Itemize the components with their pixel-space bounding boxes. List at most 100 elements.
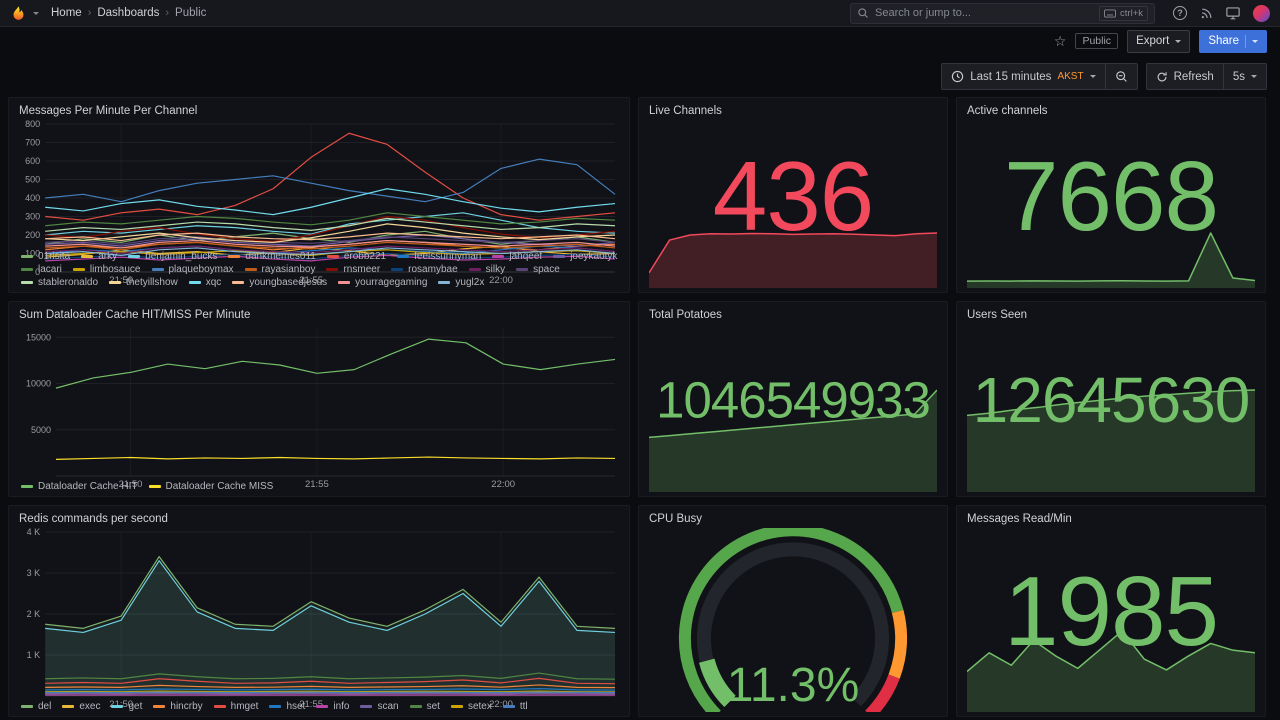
legend-swatch	[316, 705, 329, 708]
panel-active-channels: Active channels 7668	[956, 97, 1266, 293]
svg-text:21:55: 21:55	[299, 275, 323, 286]
legend-item[interactable]: get	[111, 701, 142, 712]
stat-panel-body[interactable]: 1985	[966, 528, 1256, 713]
search-field[interactable]	[875, 7, 1094, 19]
svg-text:0: 0	[35, 267, 40, 277]
legend-swatch	[516, 268, 529, 271]
grafana-logo[interactable]	[10, 5, 27, 22]
panel-title[interactable]: CPU Busy	[649, 513, 703, 525]
breadcrumb-dashboards[interactable]: Dashboards	[97, 7, 160, 19]
legend-item[interactable]: plaqueboymax	[151, 264, 234, 275]
gauge-chart[interactable]: 11.3%	[649, 524, 937, 716]
panel-title[interactable]: Active channels	[967, 105, 1048, 117]
legend-item[interactable]: feelssunnyman	[397, 251, 481, 262]
refresh-label: Refresh	[1173, 70, 1214, 83]
breadcrumb: Home › Dashboards › Public	[51, 7, 206, 19]
legend-item[interactable]: exec	[62, 701, 100, 712]
panel-total-potatoes: Total Potatoes 1046549933	[638, 301, 948, 497]
legend-swatch	[502, 705, 515, 708]
legend-swatch	[326, 255, 339, 258]
refresh-button[interactable]: Refresh	[1147, 64, 1223, 89]
panel-title[interactable]: Messages Per Minute Per Channel	[19, 105, 198, 117]
svg-text:10000: 10000	[26, 379, 51, 389]
legend-item[interactable]: setex	[450, 701, 492, 712]
help-icon[interactable]: ?	[1173, 6, 1187, 20]
zoom-out-icon	[1115, 71, 1127, 82]
legend-item[interactable]: del	[21, 701, 51, 712]
legend-item[interactable]: hmget	[213, 701, 258, 712]
legend-item[interactable]: youngbasedjesus	[232, 277, 327, 288]
panel-title[interactable]: Redis commands per second	[19, 513, 168, 525]
legend-swatch	[232, 281, 245, 284]
breadcrumb-home[interactable]: Home	[51, 7, 82, 19]
panel-title[interactable]: Total Potatoes	[649, 309, 722, 321]
user-avatar[interactable]	[1253, 4, 1270, 22]
refresh-interval-dropdown[interactable]: 5s	[1222, 64, 1266, 89]
legend-item[interactable]: rayasianboy	[244, 264, 315, 275]
chart-legend: 01risita arky benjamin_bucks dankmemes011 er…	[19, 249, 619, 288]
legend-item[interactable]: hincrby	[153, 701, 203, 712]
legend-item[interactable]: stableronaldo	[21, 277, 98, 288]
search-input[interactable]: ctrl+k	[850, 2, 1155, 24]
legend-item[interactable]: 01risita	[21, 251, 70, 262]
legend-item[interactable]: erobb221	[326, 251, 386, 262]
legend-item[interactable]: Dataloader Cache MISS	[148, 481, 273, 492]
legend-item[interactable]: Dataloader Cache HIT	[21, 481, 138, 492]
legend-item[interactable]: space	[516, 264, 560, 275]
refresh-interval-label: 5s	[1232, 70, 1245, 83]
legend-item[interactable]: jahqeef	[492, 251, 542, 262]
legend-item[interactable]: ttl	[502, 701, 528, 712]
legend-item[interactable]: scan	[360, 701, 399, 712]
legend-item[interactable]: yourragegaming	[338, 277, 427, 288]
refresh-icon	[1157, 71, 1167, 81]
legend-item[interactable]: arky	[81, 251, 117, 262]
legend-item[interactable]: lacari	[21, 264, 62, 275]
legend-item[interactable]: xqc	[188, 277, 221, 288]
chevron-down-icon	[1175, 39, 1182, 43]
panel-dataloader-cache: Sum Dataloader Cache HIT/MISS Per Minute…	[8, 301, 630, 497]
search-icon	[858, 8, 868, 18]
stat-panel-body[interactable]: 436	[648, 120, 938, 288]
stat-panel-body[interactable]: 12645630	[966, 324, 1256, 492]
legend-item[interactable]: rosamybae	[391, 264, 458, 275]
svg-text:500: 500	[25, 175, 40, 185]
panel-live-channels: Live Channels 436	[638, 97, 948, 293]
legend-item[interactable]: yugl2x	[438, 277, 484, 288]
stat-panel-body[interactable]: 1046549933	[648, 324, 938, 492]
export-button[interactable]: Export	[1127, 29, 1191, 53]
legend-item[interactable]: limbosauce	[72, 264, 141, 275]
panel-title[interactable]: Messages Read/Min	[967, 513, 1072, 525]
legend-swatch	[72, 268, 85, 271]
public-badge[interactable]: Public	[1075, 33, 1119, 49]
legend-swatch	[468, 268, 481, 271]
time-range-picker[interactable]: Last 15 minutes AKST	[942, 64, 1104, 89]
legend-swatch	[397, 255, 410, 258]
legend-item[interactable]: info	[316, 701, 349, 712]
stat-value: 7668	[1003, 140, 1219, 251]
timeseries-chart[interactable]: 0 100 200 300 400 500 600 700 800 21:50 21:55 22:00	[19, 119, 619, 286]
panel-title[interactable]: Users Seen	[967, 309, 1028, 321]
share-button[interactable]: Share	[1199, 29, 1267, 53]
legend-item[interactable]: silky	[468, 264, 505, 275]
timeseries-chart[interactable]: 5000 10000 15000 21:50 21:55 22:00	[19, 324, 619, 490]
monitor-icon[interactable]	[1226, 6, 1240, 20]
rss-icon[interactable]	[1200, 7, 1213, 20]
legend-item[interactable]: hset	[269, 701, 305, 712]
legend-item[interactable]: joeykaotyk	[553, 251, 617, 262]
legend-swatch	[438, 281, 451, 284]
star-icon[interactable]: ☆	[1053, 33, 1067, 49]
sparkline	[966, 629, 1256, 713]
chevron-down-icon	[1251, 75, 1257, 78]
legend-item[interactable]: dankmemes011	[228, 251, 316, 262]
timeseries-chart[interactable]: 1 K 2 K 3 K 4 K 21:50 21:55 22:00	[19, 527, 619, 710]
legend-item[interactable]: rnsmeer	[326, 264, 380, 275]
legend-item[interactable]: thetyillshow	[109, 277, 178, 288]
stat-panel-body[interactable]: 7668	[966, 120, 1256, 288]
legend-item[interactable]: benjamin_bucks	[128, 251, 217, 262]
chevron-down-icon[interactable]	[33, 11, 39, 15]
legend-item[interactable]: set	[409, 701, 440, 712]
panel-title[interactable]: Live Channels	[649, 105, 722, 117]
sparkline	[966, 388, 1256, 492]
panel-title[interactable]: Sum Dataloader Cache HIT/MISS Per Minute	[19, 309, 251, 321]
zoom-out-button[interactable]	[1104, 64, 1137, 89]
